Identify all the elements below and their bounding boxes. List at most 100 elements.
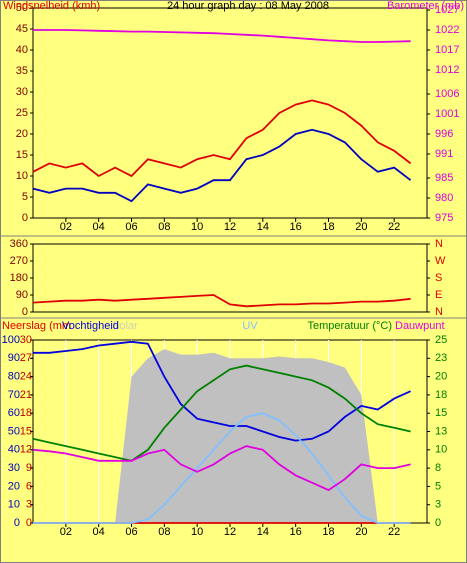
y2-tick-label: 985 — [435, 172, 453, 184]
y2-tick-label: 1017 — [435, 44, 459, 56]
chart-title: 24 hour graph day : 08 May 2008 — [167, 0, 329, 12]
legend-label: Dauwpunt — [395, 320, 445, 332]
series-line — [33, 340, 411, 442]
y-tick-label: 0 — [14, 517, 20, 529]
series-line — [32, 128, 412, 203]
x-tick-label: 02 — [60, 526, 72, 538]
y-tick-label: 50 — [16, 2, 28, 14]
plot-area — [32, 7, 428, 219]
rain-tick-label: 24 — [20, 371, 32, 383]
y-tick-label: 100 — [2, 334, 20, 346]
y2-tick-label: 5 — [435, 480, 441, 492]
rain-tick-label: 15 — [20, 425, 32, 437]
y2-tick-label: 980 — [435, 192, 453, 204]
y-tick-label: 70 — [8, 389, 20, 401]
series-line — [33, 29, 411, 43]
y-tick-label: 20 — [16, 128, 28, 140]
y2-tick-label: 1006 — [435, 88, 459, 100]
x-tick-label: 08 — [158, 221, 170, 233]
legend-label: Temperatuur (°C) — [308, 320, 392, 332]
rain-tick-label: 9 — [26, 462, 32, 474]
y-tick-label: 360 — [10, 238, 28, 250]
rain-tick-label: 18 — [20, 407, 32, 419]
y-tick-label: 30 — [16, 86, 28, 98]
x-tick-label: 04 — [93, 526, 105, 538]
y-tick-label: 20 — [8, 480, 20, 492]
y-tick-label: 5 — [22, 191, 28, 203]
legend-label: Vochtigheid — [62, 320, 119, 332]
x-tick-label: 20 — [355, 526, 367, 538]
y-tick-label: 45 — [16, 23, 28, 35]
x-tick-label: 10 — [191, 526, 203, 538]
y2-tick-label: 975 — [435, 212, 453, 224]
y2-tick-label: 1022 — [435, 24, 459, 36]
y-tick-label: 30 — [8, 462, 20, 474]
rain-tick-label: 6 — [26, 480, 32, 492]
y2-tick-label: N — [435, 306, 443, 318]
y-tick-label: 180 — [10, 272, 28, 284]
y-tick-label: 25 — [16, 107, 28, 119]
y-tick-label: 10 — [8, 499, 20, 511]
y-tick-label: 60 — [8, 407, 20, 419]
x-tick-label: 14 — [257, 221, 269, 233]
y-tick-label: 0 — [22, 306, 28, 318]
legend-label: UV — [242, 320, 258, 332]
x-tick-label: 16 — [290, 221, 302, 233]
y2-tick-label: 991 — [435, 148, 453, 160]
y-tick-label: 35 — [16, 65, 28, 77]
series-line — [32, 364, 411, 462]
x-tick-label: 18 — [322, 221, 334, 233]
y-axis-title: Windsnelheid (kmh) — [3, 0, 100, 12]
y2-axis-title: Barometer (mb) — [387, 0, 464, 12]
y2-tick-label: 18 — [435, 389, 447, 401]
x-tick-label: 06 — [125, 221, 137, 233]
y2-tick-label: 0 — [435, 517, 441, 529]
x-tick-label: 12 — [224, 526, 236, 538]
y-tick-label: 270 — [10, 255, 28, 267]
x-tick-label: 22 — [388, 221, 400, 233]
y2-tick-label: 1001 — [435, 108, 459, 120]
x-tick-label: 22 — [388, 526, 400, 538]
rain-tick-label: 0 — [26, 517, 32, 529]
y2-tick-label: N — [435, 238, 443, 250]
y2-tick-label: 13 — [435, 425, 447, 437]
series-line — [32, 445, 411, 492]
rain-tick-label: 30 — [20, 334, 32, 346]
y-tick-label: 15 — [16, 149, 28, 161]
y2-tick-label: 8 — [435, 462, 441, 474]
y2-tick-label: 1012 — [435, 64, 459, 76]
y-tick-label: 40 — [8, 444, 20, 456]
y-tick-label: 10 — [16, 170, 28, 182]
x-tick-label: 18 — [322, 526, 334, 538]
x-tick-label: 08 — [158, 526, 170, 538]
y2-tick-label: 10 — [435, 444, 447, 456]
x-tick-label: 10 — [191, 221, 203, 233]
y2-tick-label: 1027 — [435, 4, 459, 16]
y-tick-label: 90 — [16, 289, 28, 301]
y-tick-label: 90 — [8, 352, 20, 364]
x-tick-label: 14 — [257, 526, 269, 538]
y-tick-label: 40 — [16, 44, 28, 56]
y2-tick-label: 15 — [435, 407, 447, 419]
y2-tick-label: 3 — [435, 499, 441, 511]
rain-tick-label: 21 — [20, 389, 32, 401]
y-tick-label: 0 — [22, 212, 28, 224]
x-tick-label: 12 — [224, 221, 236, 233]
x-tick-label: 20 — [355, 221, 367, 233]
y2-tick-label: 25 — [435, 334, 447, 346]
legend-label: Neerslag (mm — [2, 320, 71, 332]
plot-area — [32, 243, 428, 313]
y2-tick-label: W — [435, 255, 446, 267]
x-tick-label: 16 — [290, 526, 302, 538]
series-line — [32, 99, 412, 178]
y2-tick-label: 20 — [435, 371, 447, 383]
rain-tick-label: 3 — [26, 499, 32, 511]
y-tick-label: 50 — [8, 425, 20, 437]
area — [33, 349, 411, 523]
rain-tick-label: 27 — [20, 352, 32, 364]
x-tick-label: 02 — [60, 221, 72, 233]
y2-tick-label: E — [435, 289, 442, 301]
y2-tick-label: S — [435, 272, 442, 284]
